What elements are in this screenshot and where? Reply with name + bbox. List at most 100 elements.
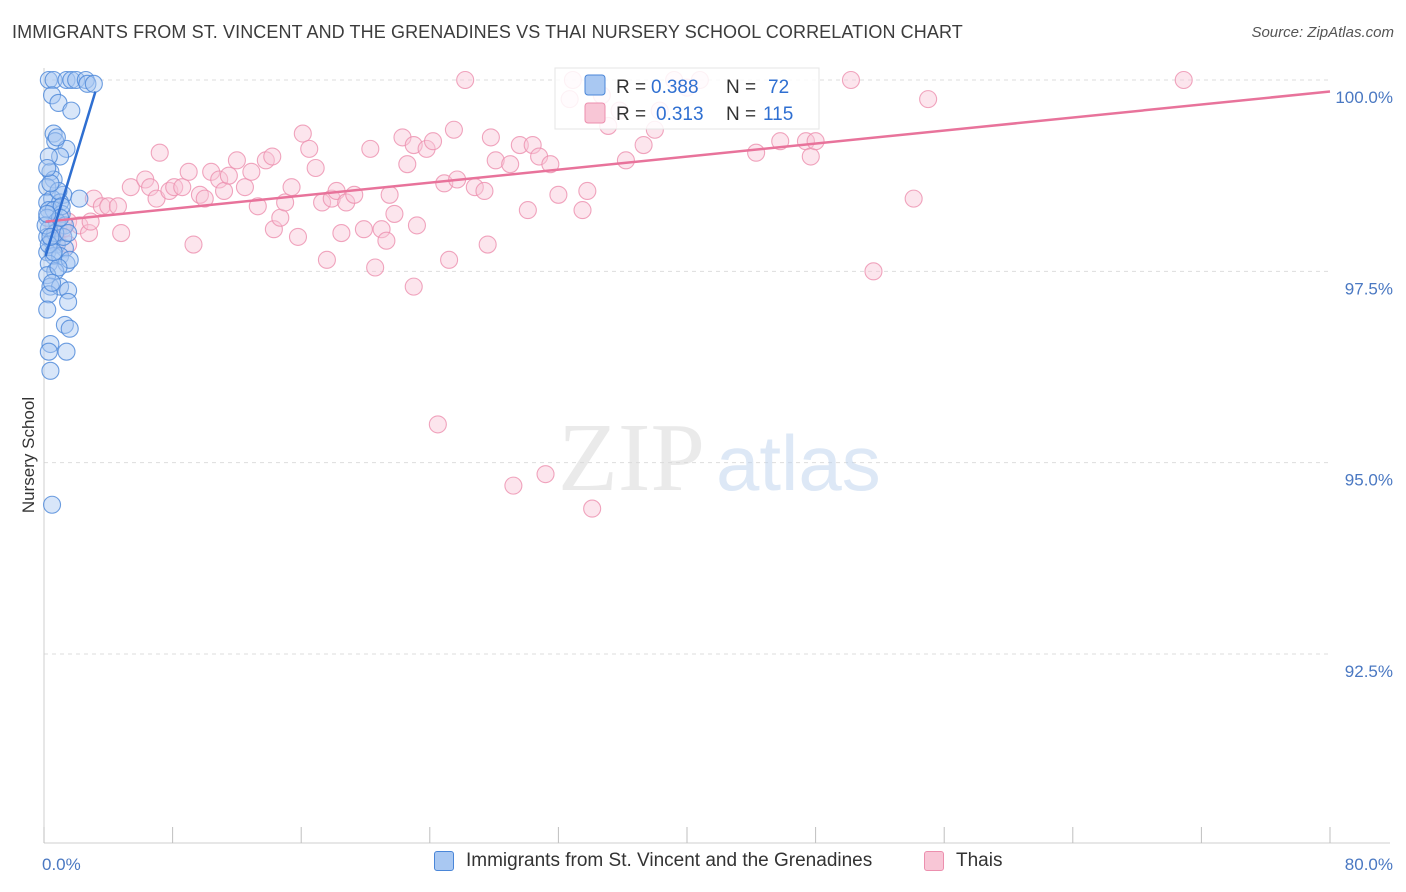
thais-point <box>486 151 505 170</box>
immigrants-point <box>39 254 58 273</box>
thais-point <box>332 224 351 243</box>
thais-point <box>380 185 399 204</box>
immigrants-point <box>62 101 81 120</box>
thais-point <box>195 189 214 208</box>
immigrants-point <box>42 86 62 105</box>
immigrants-point <box>59 224 78 243</box>
chart-title: IMMIGRANTS FROM ST. VINCENT AND THE GREN… <box>12 22 963 42</box>
legend-item-immigrants[interactable]: Immigrants from St. Vincent and the Gren… <box>434 850 872 872</box>
x-tick-label: 80.0% <box>1345 855 1393 874</box>
immigrants-point <box>60 319 79 338</box>
legend-pink-r-value: 0.313 <box>656 104 704 125</box>
thais-point <box>634 136 653 155</box>
thais-point <box>214 181 234 201</box>
thais-point <box>919 90 938 109</box>
thais-point <box>841 70 861 90</box>
thais-point <box>536 465 555 484</box>
immigrants-trendline <box>44 91 97 257</box>
legend-label-immigrants: Immigrants from St. Vincent and the Gren… <box>466 850 873 871</box>
legend-item-thais[interactable]: Thais <box>924 850 1002 872</box>
thais-point <box>235 178 254 197</box>
source-label: Source: ZipAtlas.com <box>1251 24 1394 41</box>
thais-point <box>504 476 523 495</box>
legend-pink-n-value: 115 <box>763 104 793 125</box>
thais-trendline <box>45 90 1331 223</box>
y-tick-label: 100.0% <box>1335 88 1393 107</box>
thais-point <box>578 181 597 201</box>
thais-point <box>282 178 301 197</box>
thais-point <box>179 162 198 181</box>
thais-point <box>372 220 391 239</box>
y-tick-label: 92.5% <box>1345 662 1393 681</box>
thais-point <box>456 70 475 90</box>
immigrants-point <box>39 147 58 166</box>
thais-point <box>398 155 417 174</box>
thais-point <box>210 170 229 189</box>
thais-point <box>478 235 497 254</box>
immigrants-point <box>39 285 58 304</box>
thais-point <box>219 166 238 185</box>
thais-point <box>121 178 140 197</box>
immigrants-point <box>78 74 97 93</box>
thais-point <box>428 415 447 434</box>
legend-blue-n-value: 72 <box>768 77 789 98</box>
immigrants-point <box>41 174 60 193</box>
y-tick-label: 97.5% <box>1345 279 1393 298</box>
thais-point <box>475 181 494 201</box>
thais-point <box>317 250 336 269</box>
thais-point <box>141 178 160 197</box>
thais-point <box>248 197 267 216</box>
immigrants-point <box>44 243 63 262</box>
thais-point <box>747 143 766 162</box>
legend-swatch-blue <box>434 851 454 871</box>
y-axis-label: Nursery School <box>19 397 38 513</box>
immigrants-point <box>42 495 62 514</box>
watermark: ZIP atlas <box>558 404 881 512</box>
thais-point <box>366 258 385 277</box>
thais-point <box>271 208 290 227</box>
watermark-atlas: atlas <box>716 419 881 507</box>
thais-point <box>354 220 373 239</box>
thais-point <box>440 250 459 269</box>
thais-point <box>184 235 203 254</box>
thais-point <box>227 151 246 170</box>
stats-legend: R = 0.388 N = 72 R = 0.313 N = 115 <box>554 67 820 130</box>
legend-swatch-pink <box>924 851 944 871</box>
thais-point <box>864 262 883 281</box>
thais-point <box>407 216 426 235</box>
thais-point <box>444 120 463 139</box>
thais-point <box>510 136 529 155</box>
immigrants-point <box>41 361 60 380</box>
immigrants-point <box>44 70 63 90</box>
x-tick-labels: 0.0% 80.0% <box>42 855 1393 874</box>
immigrants-point <box>42 273 62 292</box>
thais-point <box>293 124 312 143</box>
thais-point <box>541 155 560 174</box>
immigrants-point <box>38 158 57 178</box>
thais-point <box>288 227 308 246</box>
legend-label-thais: Thais <box>956 850 1003 871</box>
legend-blue-swatch <box>584 74 606 96</box>
thais-point <box>806 132 825 151</box>
legend-pink-swatch <box>584 102 606 124</box>
immigrants-point <box>41 334 60 354</box>
trendlines <box>44 90 1331 257</box>
svg-points <box>36 70 103 514</box>
series-legend: Immigrants from St. Vincent and the Gren… <box>0 850 1406 878</box>
immigrants-point <box>47 128 66 147</box>
thais-point <box>300 139 319 158</box>
thais-point <box>173 178 192 197</box>
thais-point <box>306 158 325 178</box>
thais-point <box>549 185 568 204</box>
thais-point <box>616 151 635 170</box>
thais-point <box>112 224 131 243</box>
thais-point <box>385 204 404 223</box>
y-tick-labels: 100.0% 97.5% 95.0% 92.5% <box>1335 88 1393 681</box>
thais-point <box>573 201 592 220</box>
immigrants-point <box>70 189 89 208</box>
watermark-zip: ZIP <box>558 404 705 512</box>
thais-point <box>904 189 923 208</box>
immigrants-point <box>59 292 78 311</box>
immigrants-point <box>39 70 58 90</box>
